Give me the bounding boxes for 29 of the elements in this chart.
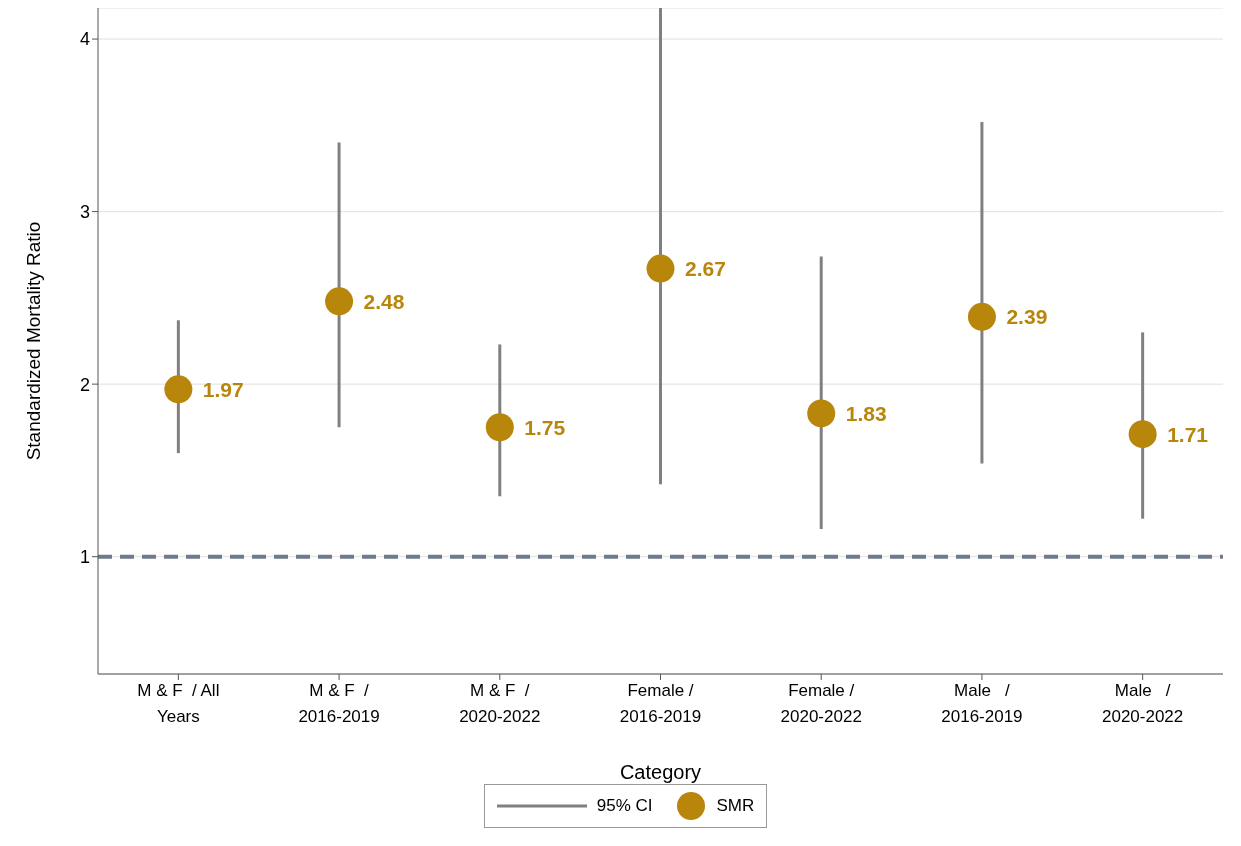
data-label: 1.83 (845, 401, 887, 425)
y-tick-label: 3 (79, 201, 90, 222)
data-label: 2.39 (1006, 305, 1048, 329)
y-tick-label: 1 (79, 547, 90, 568)
data-label: 2.67 (685, 256, 726, 280)
point (646, 254, 675, 283)
point (325, 287, 354, 316)
data-label: 2.48 (363, 289, 405, 313)
data-label: 1.71 (1167, 422, 1209, 446)
point (485, 413, 514, 442)
x-tick-label: M & F / 2016-2019 (298, 681, 380, 726)
y-tick-label: 4 (79, 29, 90, 50)
point (164, 375, 193, 404)
x-tick-label: Male / 2020-2022 (1101, 681, 1184, 726)
point (807, 399, 836, 428)
x-tick-label: M & F / All Years (137, 681, 220, 726)
y-axis-title: Standardized Mortality Ratio (22, 221, 44, 461)
point (967, 302, 996, 331)
x-tick-label: M & F / 2020-2022 (459, 681, 541, 726)
point (1128, 420, 1157, 449)
data-label: 1.75 (524, 415, 566, 439)
y-tick-label: 2 (79, 374, 90, 395)
x-tick-label: Male / 2016-2019 (941, 681, 1023, 726)
text: 95% CI (596, 796, 653, 816)
legend-label: SMR (716, 796, 755, 816)
x-tick-label: Female / 2020-2022 (780, 681, 862, 726)
data-label: 1.97 (202, 377, 244, 401)
x-tick-label: Female / 2016-2019 (619, 681, 702, 726)
x-axis-title: Category (619, 761, 702, 783)
